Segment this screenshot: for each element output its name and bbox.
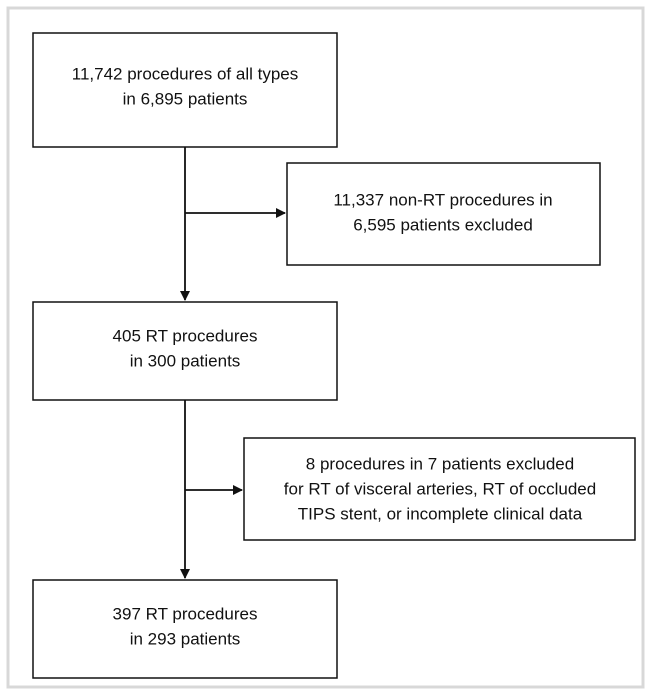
node-text: 8 procedures in 7 patients excluded (306, 454, 574, 473)
node-text: 6,595 patients excluded (353, 215, 533, 234)
node-text: in 6,895 patients (123, 89, 248, 108)
node-text: 397 RT procedures (113, 604, 258, 623)
node-text: in 293 patients (130, 629, 241, 648)
node-text: in 300 patients (130, 351, 241, 370)
box (32, 579, 338, 679)
box (32, 32, 338, 148)
node-text: for RT of visceral arteries, RT of occlu… (284, 479, 596, 498)
box (32, 301, 338, 401)
node-text: 11,337 non-RT procedures in (333, 190, 552, 209)
node-text: 11,742 procedures of all types (72, 64, 299, 83)
node-text: TIPS stent, or incomplete clinical data (298, 504, 583, 523)
box (243, 437, 636, 541)
box (286, 162, 601, 266)
node-text: 405 RT procedures (113, 326, 258, 345)
